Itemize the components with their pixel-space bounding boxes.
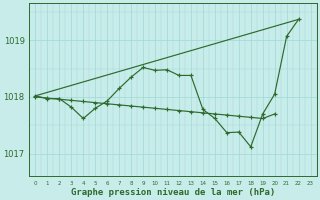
X-axis label: Graphe pression niveau de la mer (hPa): Graphe pression niveau de la mer (hPa) xyxy=(71,188,275,197)
